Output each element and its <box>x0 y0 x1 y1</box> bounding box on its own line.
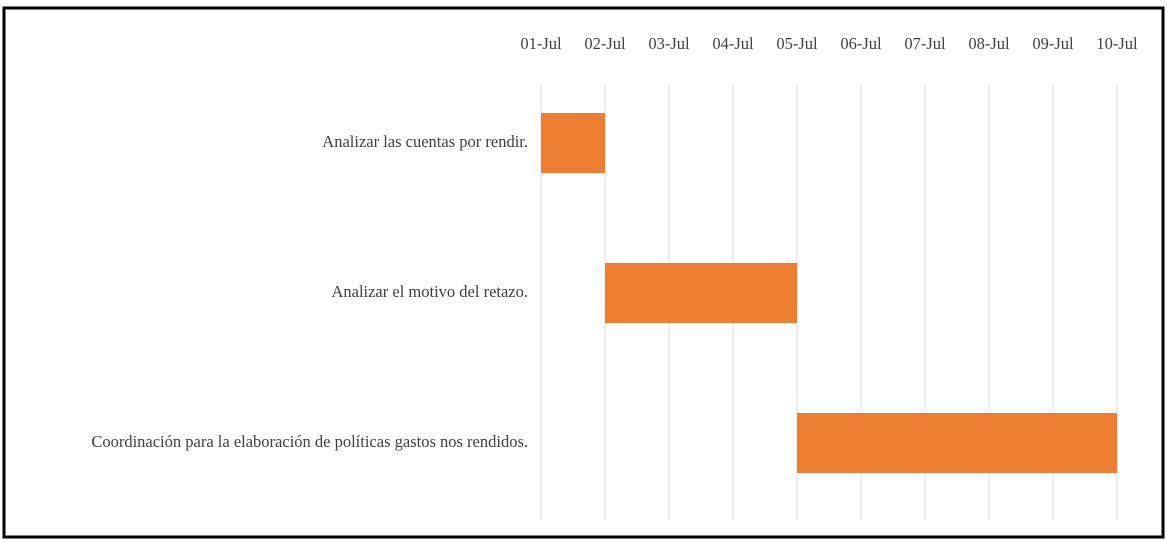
x-tick-label: 01-Jul <box>520 34 562 53</box>
task-bar <box>605 263 797 323</box>
category-label: Analizar las cuentas por rendir. <box>322 132 528 151</box>
category-label: Coordinación para la elaboración de polí… <box>91 432 528 451</box>
task-bar <box>541 113 605 173</box>
x-tick-label: 04-Jul <box>712 34 754 53</box>
x-tick-label: 06-Jul <box>840 34 882 53</box>
x-tick-label: 05-Jul <box>776 34 818 53</box>
x-tick-label: 08-Jul <box>968 34 1010 53</box>
x-tick-label: 09-Jul <box>1032 34 1074 53</box>
category-label: Analizar el motivo del retazo. <box>331 282 528 301</box>
x-tick-label: 10-Jul <box>1096 34 1138 53</box>
x-tick-label: 02-Jul <box>584 34 626 53</box>
task-bar <box>797 413 1117 473</box>
x-tick-label: 07-Jul <box>904 34 946 53</box>
x-tick-label: 03-Jul <box>648 34 690 53</box>
